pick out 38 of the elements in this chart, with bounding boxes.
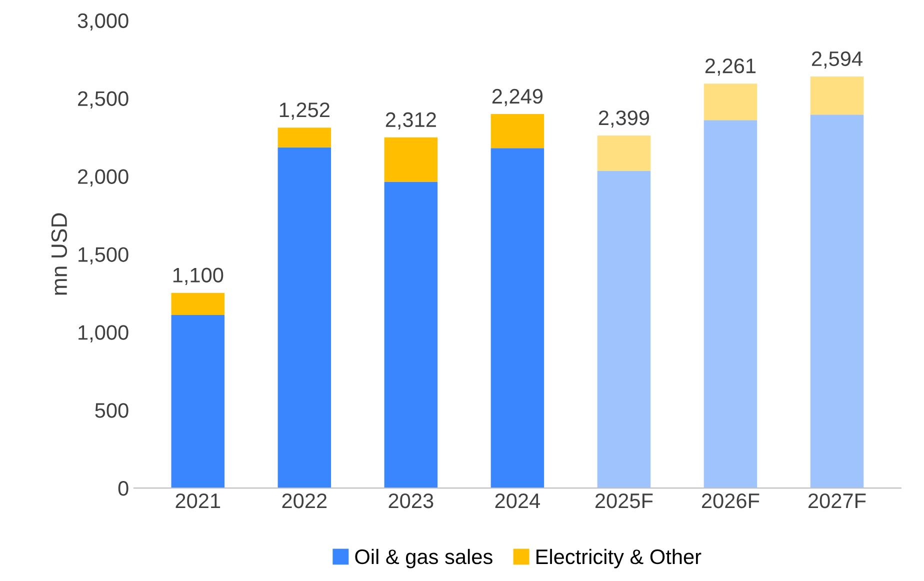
legend-label: Oil & gas sales: [355, 548, 492, 568]
y-tick-label: 3,000: [78, 13, 128, 31]
bar: [490, 114, 544, 148]
bar: [704, 120, 758, 488]
annotation: 2,594: [812, 51, 862, 69]
bar: [384, 182, 438, 488]
y-tick-label: 0: [118, 481, 128, 496]
bar: [278, 147, 332, 488]
annotation: 2,399: [598, 110, 650, 128]
y-tick-label: 2,000: [78, 169, 128, 186]
legend-label: Electricity & Other: [536, 548, 702, 568]
bar: [597, 136, 651, 171]
annotation: 2,261: [705, 58, 756, 76]
bar: [810, 76, 864, 115]
y-tick-label: 500: [95, 403, 128, 418]
y-tick-label: 2,500: [78, 91, 128, 108]
annotation: 2,312: [386, 112, 436, 130]
x-tick-label: 2021: [176, 493, 220, 508]
x-tick-label: 2025F: [595, 493, 653, 508]
y-axis-title: mn USD: [51, 213, 68, 295]
bar: [810, 114, 864, 488]
x-tick-label: 2024: [495, 493, 540, 508]
y-tick-label: 1,500: [78, 247, 128, 264]
x-tick-label: 2026F: [702, 493, 760, 508]
y-tick-label: 1,000: [78, 325, 128, 342]
x-tick-label: 2023: [388, 493, 434, 508]
bar: [171, 314, 225, 488]
bar: [384, 137, 438, 182]
annotation: 1,252: [280, 102, 330, 120]
bar: [171, 292, 225, 315]
bar: [490, 148, 544, 488]
x-tick-label: 2027F: [808, 493, 866, 508]
bar: [704, 84, 758, 120]
annotation: 1,100: [173, 268, 224, 285]
annotation: 2,249: [492, 88, 543, 106]
x-tick-label: 2022: [282, 493, 327, 508]
bar: [278, 128, 332, 148]
bar: [597, 170, 651, 488]
